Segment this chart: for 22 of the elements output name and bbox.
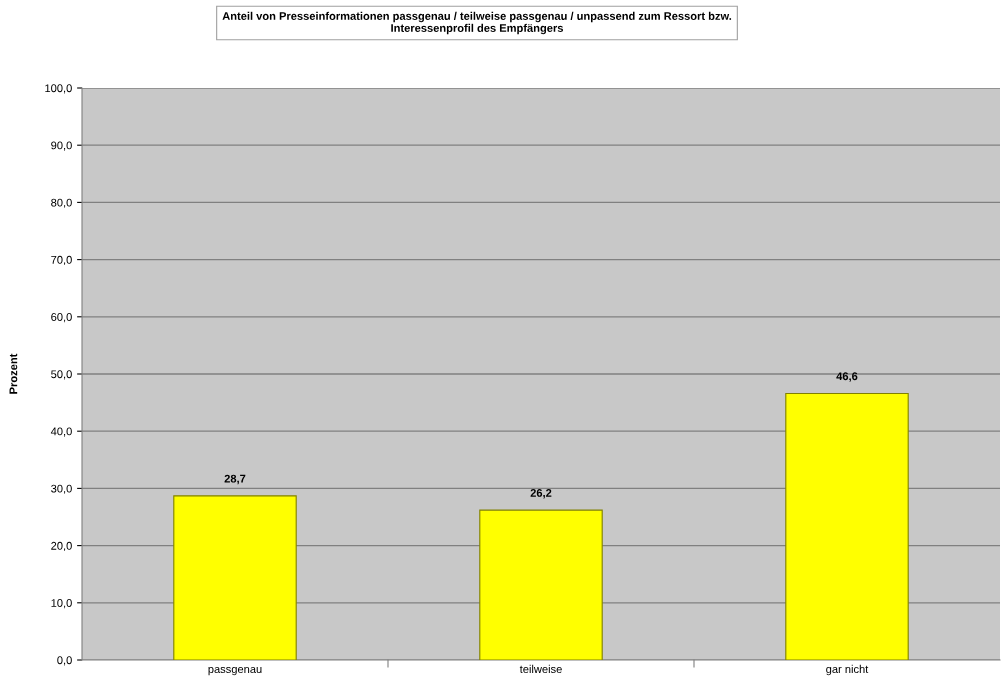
- y-tick-label: 10,0: [51, 599, 72, 609]
- x-tick-label: passgenau: [208, 666, 262, 676]
- y-tick-label: 40,0: [50, 427, 72, 437]
- y-tick-label: 70,0: [51, 255, 72, 266]
- y-axis-title: Prozent: [9, 353, 18, 394]
- y-tick-label: 0,0: [57, 656, 72, 666]
- y-tick-label: 80,0: [51, 198, 72, 208]
- y-tick-label: 30,0: [51, 484, 72, 494]
- data-label: 28,7: [224, 474, 246, 485]
- y-tick-label: 90,0: [51, 141, 72, 151]
- x-tick-label: teilweise: [519, 664, 562, 674]
- y-tick-label: 100,0: [45, 84, 72, 94]
- x-tick-label: gar nicht: [826, 664, 869, 676]
- data-label: 46,6: [836, 372, 858, 382]
- bar: [173, 495, 297, 660]
- data-label: 26,2: [530, 488, 552, 499]
- bar: [785, 392, 909, 660]
- bar: [479, 509, 603, 660]
- chart-title: Anteil von Presseinformationen passgenau / teilweise passgenau / unpassend zum Ressort bzw. Interessenprofil des Empfängers: [222, 11, 732, 35]
- y-tick-label: 50,0: [51, 370, 72, 380]
- y-tick-label: 60,0: [51, 313, 72, 323]
- y-tick-label: 20,0: [51, 541, 72, 552]
